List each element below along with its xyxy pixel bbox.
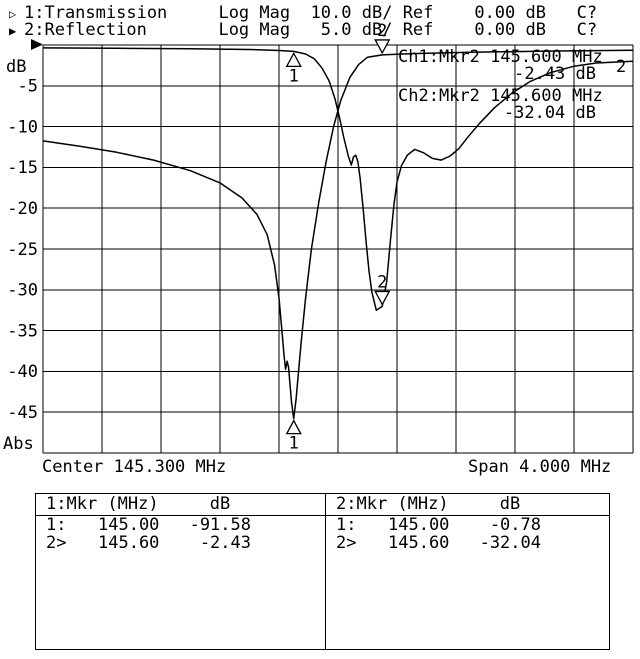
marker2-ch1-icon <box>374 39 391 55</box>
marker2-ch1-label: 2 <box>377 21 387 41</box>
ch1-marker-readout-db: -2.43 dB <box>514 64 596 84</box>
y-tick-label: -20 <box>7 199 38 219</box>
ch1-marker-readout-freq: Ch1:Mkr2 145.600 MHz <box>398 47 603 67</box>
trace2-status-line: ▶ 2:Reflection Log Mag 5.0 dB/ Ref 0.00 d… <box>9 21 597 39</box>
marker1-ch1-icon <box>285 419 302 435</box>
marker-value: -32.04 <box>479 533 541 553</box>
table-row: 2> 145.60 -2.43 <box>36 535 325 552</box>
trace2-end-label: 2 <box>616 57 626 77</box>
marker-value: -0.78 <box>489 515 541 535</box>
marker1-ch2-icon <box>285 51 302 68</box>
y-axis-mode-label: Abs <box>3 434 34 454</box>
marker1-ch2-label: 1 <box>289 66 299 86</box>
trace-markers: 1 1 2 2 <box>285 21 391 454</box>
marker-number: 2> <box>46 533 67 553</box>
trace1-status-line: ▷ 1:Transmission Log Mag 10.0 dB/ Ref 0.0… <box>9 4 597 22</box>
trace2-marker-icon: ▶ <box>9 24 17 38</box>
table-row: 1: 145.00 -0.78 <box>326 517 609 534</box>
marker-table-ch2-header: 2:Mkr (MHz) dB <box>326 494 609 516</box>
trace-ch2 <box>42 47 634 311</box>
y-tick-label: -5 <box>18 77 38 97</box>
graph-area: dB -5 -10 -15 -20 -25 -30 -35 -40 -45 Ab… <box>3 21 634 454</box>
trace2-status-text: 2:Reflection Log Mag 5.0 dB/ Ref 0.00 dB… <box>24 20 598 40</box>
table-row: 2> 145.60 -32.04 <box>326 535 609 552</box>
y-tick-label: -25 <box>7 240 38 260</box>
span-frequency-label: Span 4.000 MHz <box>468 457 612 477</box>
trace-curves <box>42 47 634 420</box>
marker-value: -2.43 <box>199 533 251 553</box>
marker-readouts: Ch1:Mkr2 145.600 MHz -2.43 dB Ch2:Mkr2 1… <box>398 47 603 123</box>
marker-number: 2> <box>336 533 357 553</box>
table-row: 1: 145.00 -91.58 <box>36 517 325 534</box>
y-tick-label: -15 <box>7 158 38 178</box>
y-tick-label: -45 <box>7 403 38 423</box>
center-frequency-label: Center 145.300 MHz <box>42 457 227 477</box>
ref-level-arrow-icon <box>31 39 43 50</box>
marker-table-ch1-header: 1:Mkr (MHz) dB <box>36 494 325 516</box>
y-axis-unit-label: dB <box>6 57 26 77</box>
marker-table: 1:Mkr (MHz) dB 1: 145.00 -91.58 2> 145.60 -2… <box>35 493 610 650</box>
marker-frequency: 145.60 <box>388 533 450 553</box>
marker-number: 1: <box>46 515 67 535</box>
marker-frequency: 145.00 <box>388 515 450 535</box>
trace1-status-text: 1:Transmission Log Mag 10.0 dB/ Ref 0.00… <box>24 3 598 23</box>
marker1-ch1-label: 1 <box>289 434 299 454</box>
trace-ch1 <box>42 49 634 420</box>
marker-frequency: 145.60 <box>98 533 160 553</box>
ch2-marker-readout-freq: Ch2:Mkr2 145.600 MHz <box>398 86 603 106</box>
y-tick-label: -35 <box>7 321 38 341</box>
marker-number: 1: <box>336 515 357 535</box>
marker2-ch2-label: 2 <box>377 272 387 292</box>
marker-value: -91.58 <box>189 515 251 535</box>
marker-frequency: 145.00 <box>98 515 160 535</box>
y-tick-label: -10 <box>7 117 38 137</box>
marker-table-ch2: 2:Mkr (MHz) dB 1: 145.00 -0.78 2> 145.60 -32… <box>326 494 609 649</box>
y-tick-label: -40 <box>7 362 38 382</box>
marker2-ch2-icon <box>374 290 391 306</box>
graticule-grid <box>42 44 634 454</box>
ch2-marker-readout-db: -32.04 dB <box>504 103 596 123</box>
marker-table-ch1: 1:Mkr (MHz) dB 1: 145.00 -91.58 2> 145.60 -2… <box>36 494 326 649</box>
y-tick-label: -30 <box>7 281 38 301</box>
trace1-marker-icon: ▷ <box>9 7 17 21</box>
